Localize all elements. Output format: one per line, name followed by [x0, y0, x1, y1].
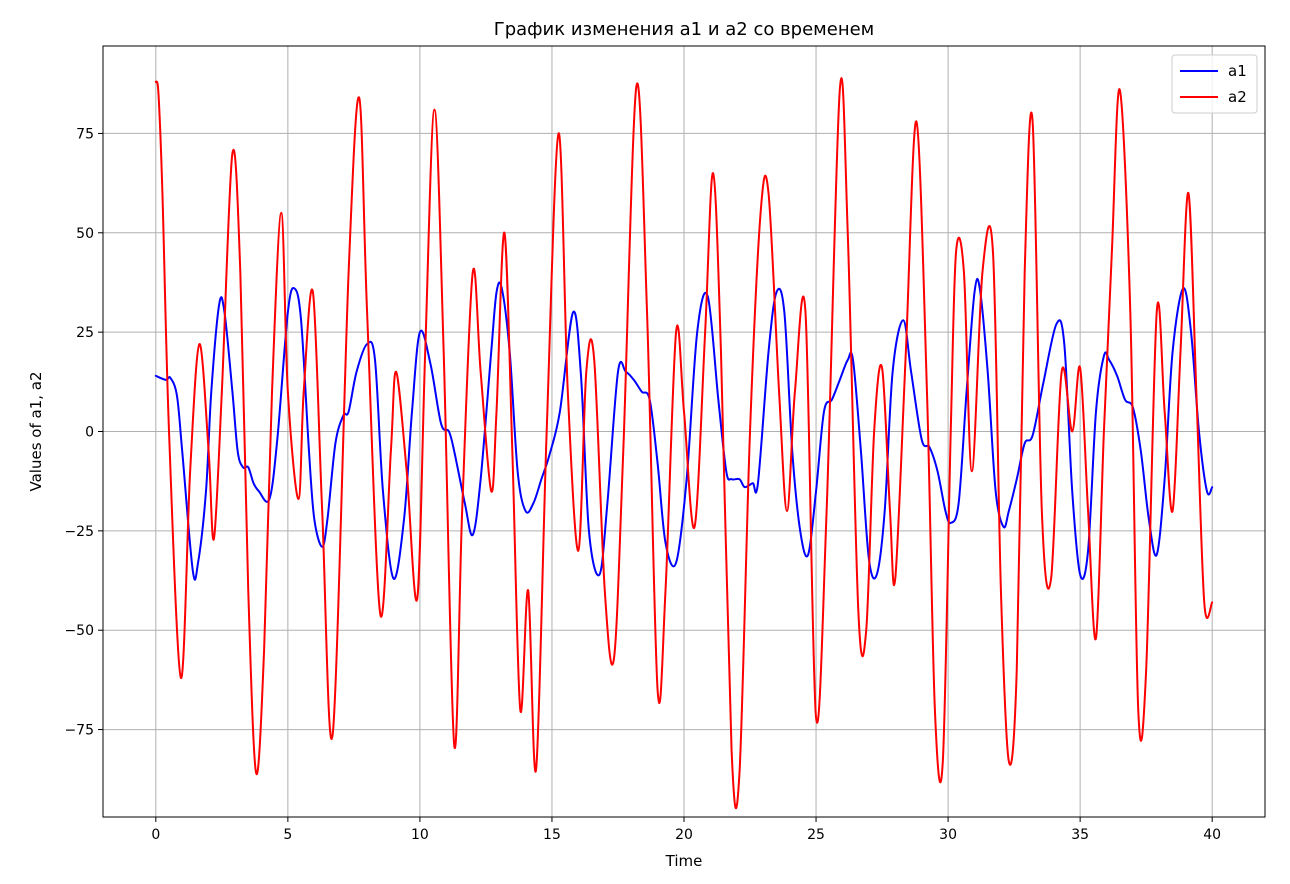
x-tick-label: 10: [411, 827, 429, 843]
y-tick-label: 25: [76, 325, 94, 341]
x-tick-label: 30: [939, 827, 957, 843]
y-tick-label: −50: [64, 623, 94, 639]
x-tick-label: 40: [1203, 827, 1221, 843]
legend: a1 a2: [1171, 54, 1258, 114]
legend-box: [1171, 54, 1258, 114]
x-tick-label: 5: [283, 827, 292, 843]
x-tick-label: 35: [1071, 827, 1089, 843]
series-lines: [154, 77, 1214, 810]
x-tick-label: 15: [543, 827, 561, 843]
legend-label-a1: a1: [1228, 62, 1247, 80]
x-tick-label: 0: [151, 827, 160, 843]
series-line-a2: [154, 77, 1214, 810]
y-tick-label: 0: [85, 425, 94, 441]
y-tick-label: 75: [76, 126, 94, 142]
x-tick-label: 20: [675, 827, 693, 843]
y-tick-label: −75: [64, 723, 94, 739]
x-tick-label: 25: [807, 827, 825, 843]
series-line-a1: [154, 277, 1214, 581]
x-axis-label: Time: [665, 852, 703, 870]
y-tick-label: −25: [64, 524, 94, 540]
tick-marks: 0 5 10 15 20 25 30 35 40 −75 −50 −25 0 25 50 75: [64, 126, 1221, 843]
legend-label-a2: a2: [1228, 88, 1247, 106]
chart-title: График изменения a1 и a2 со временем: [494, 19, 875, 40]
y-tick-label: 50: [76, 226, 94, 242]
y-axis-label: Values of a1, a2: [27, 371, 45, 491]
